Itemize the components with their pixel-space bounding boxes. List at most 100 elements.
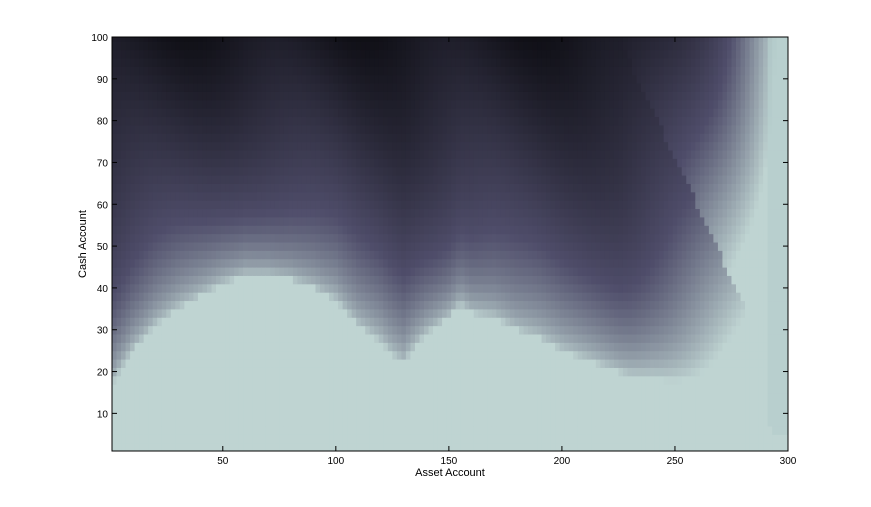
heatmap-cell xyxy=(437,400,443,410)
heatmap-cell xyxy=(143,434,149,444)
heatmap-cell xyxy=(464,392,470,402)
heatmap-cell xyxy=(365,175,371,184)
heatmap-cell xyxy=(301,333,308,343)
heatmap-cell xyxy=(315,166,321,176)
heatmap-cell xyxy=(116,166,122,176)
heatmap-cell xyxy=(356,300,362,310)
heatmap-cell xyxy=(179,208,185,218)
heatmap-cell xyxy=(541,275,547,285)
heatmap-cell xyxy=(496,200,502,210)
heatmap-cell xyxy=(256,300,262,310)
heatmap-cell xyxy=(184,409,190,419)
heatmap-cell xyxy=(505,317,511,327)
heatmap-cell xyxy=(116,216,122,226)
heatmap-cell xyxy=(112,292,118,302)
heatmap-cell xyxy=(166,216,172,226)
heatmap-cell xyxy=(301,49,308,59)
heatmap-cell xyxy=(283,74,289,84)
heatmap-cell xyxy=(460,74,466,84)
heatmap-cell xyxy=(383,66,389,76)
heatmap-cell xyxy=(143,141,149,151)
heatmap-cell xyxy=(252,384,258,394)
heatmap-cell xyxy=(143,333,149,343)
heatmap-cell xyxy=(261,425,267,435)
heatmap-cell xyxy=(514,241,520,251)
heatmap-cell xyxy=(206,267,213,276)
heatmap-cell xyxy=(306,183,312,193)
heatmap-cell xyxy=(229,57,235,67)
heatmap-cell xyxy=(455,258,461,268)
heatmap-cell xyxy=(509,342,516,352)
heatmap-cell xyxy=(383,241,389,251)
heatmap-cell xyxy=(315,359,321,368)
heatmap-cell xyxy=(292,333,298,343)
heatmap-cell xyxy=(211,74,217,84)
heatmap-cell xyxy=(433,166,439,176)
heatmap-cell xyxy=(505,216,511,226)
heatmap-cell xyxy=(206,434,213,444)
heatmap-cell xyxy=(546,225,552,235)
heatmap-cell xyxy=(383,91,389,101)
heatmap-cell xyxy=(528,317,534,327)
heatmap-cell xyxy=(270,333,276,343)
heatmap-cell xyxy=(220,333,226,343)
heatmap-cell xyxy=(265,83,271,92)
heatmap-cell xyxy=(387,400,393,410)
heatmap-cell xyxy=(410,434,416,444)
heatmap-cell xyxy=(306,175,312,184)
heatmap-cell xyxy=(130,258,136,268)
heatmap-cell xyxy=(225,225,231,235)
heatmap-cell xyxy=(139,41,145,51)
heatmap-cell xyxy=(469,317,475,327)
heatmap-cell xyxy=(301,359,308,368)
heatmap-cell xyxy=(437,283,443,293)
heatmap-cell xyxy=(324,116,330,126)
heatmap-cell xyxy=(252,57,258,67)
heatmap-cell xyxy=(179,108,185,118)
heatmap-cell xyxy=(473,258,479,268)
heatmap-cell xyxy=(509,367,516,377)
heatmap-cell xyxy=(139,275,145,285)
heatmap-cell xyxy=(157,149,163,159)
heatmap-cell xyxy=(482,74,488,84)
heatmap-cell xyxy=(369,317,375,327)
heatmap-cell xyxy=(514,417,520,427)
heatmap-cell xyxy=(188,166,194,176)
heatmap-cell xyxy=(442,233,448,243)
heatmap-cell xyxy=(274,400,280,410)
heatmap-cell xyxy=(234,417,240,427)
heatmap-cell xyxy=(306,37,312,42)
heatmap-cell xyxy=(528,208,534,218)
heatmap-cell xyxy=(446,359,452,368)
heatmap-cell xyxy=(473,91,479,101)
heatmap-cell xyxy=(351,409,357,419)
heatmap-cell xyxy=(374,325,380,335)
heatmap-cell xyxy=(121,37,127,42)
heatmap-cell xyxy=(157,417,163,427)
heatmap-cell xyxy=(383,400,389,410)
heatmap-cell xyxy=(333,417,339,427)
heatmap-cell xyxy=(234,425,240,435)
heatmap-cell xyxy=(446,175,452,184)
heatmap-cell xyxy=(392,158,398,168)
heatmap-cell xyxy=(333,57,339,67)
heatmap-cell xyxy=(256,116,262,126)
heatmap-cell xyxy=(405,325,412,335)
heatmap-cell xyxy=(121,133,127,143)
heatmap-cell xyxy=(211,275,217,285)
heatmap-cell xyxy=(116,49,122,59)
heatmap-cell xyxy=(351,183,357,193)
heatmap-cell xyxy=(455,275,461,285)
heatmap-cell xyxy=(247,57,253,67)
heatmap-cell xyxy=(112,375,118,385)
heatmap-cell xyxy=(175,66,181,76)
heatmap-cell xyxy=(559,133,565,143)
heatmap-cell xyxy=(134,325,140,335)
heatmap-cell xyxy=(356,241,362,251)
heatmap-cell xyxy=(125,233,131,243)
heatmap-cell xyxy=(369,434,375,444)
heatmap-cell xyxy=(179,267,185,276)
heatmap-cell xyxy=(121,233,127,243)
heatmap-cell xyxy=(256,166,262,176)
heatmap-cell xyxy=(351,342,357,352)
